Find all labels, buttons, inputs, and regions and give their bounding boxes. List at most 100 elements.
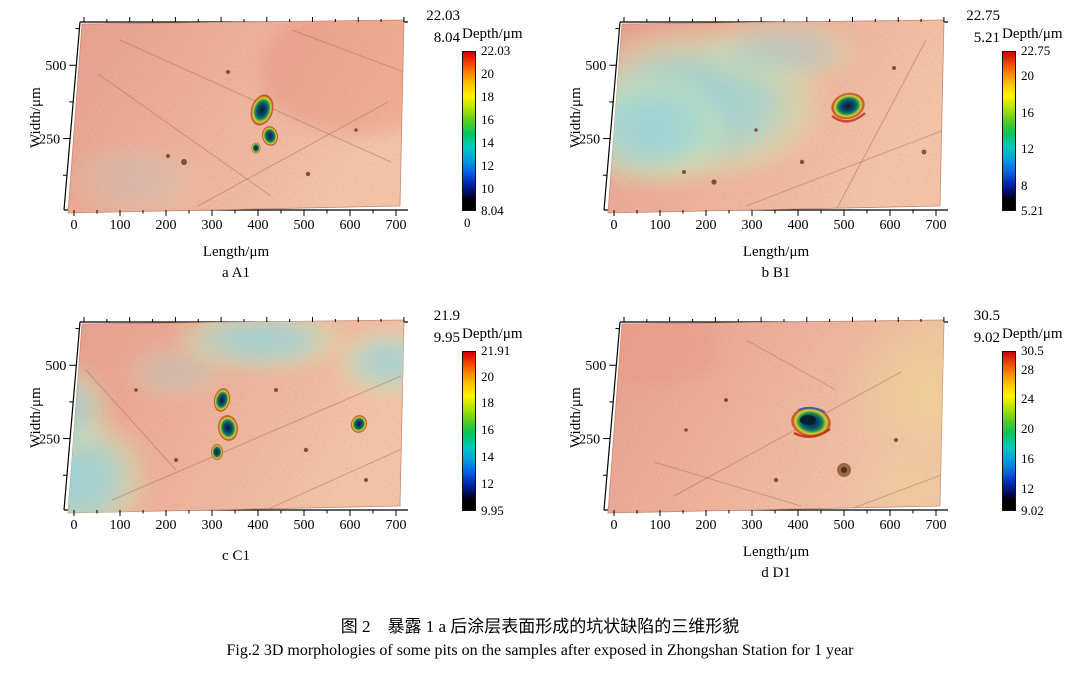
tick-label: 700: [926, 518, 947, 533]
bottom-labels: Length/μm d D1: [596, 544, 956, 582]
colorbar-tick-label: 12: [481, 475, 494, 491]
tick-label: 500: [834, 518, 855, 533]
depth-max-value: 22.03: [426, 8, 460, 24]
colorbar-b: Depth/μm 22.75 20 16 12 8 5.21: [1002, 26, 1073, 218]
colorbar-tick-label: 16: [1021, 451, 1034, 466]
tick-label: 100: [650, 518, 671, 533]
scratch-marks: [85, 369, 404, 511]
colorbar-a: Depth/μm 22.03 20 18 16 14 12 10 8.04 0: [462, 26, 533, 230]
surface-texture-b: [608, 20, 944, 213]
colorbar-tick-labels: 30.5 28 24 20 16 12 9.02: [1021, 343, 1073, 518]
colorbar-tick-label: 30.5: [1021, 343, 1044, 358]
colorbar-tick-label: 22.03: [481, 43, 511, 58]
tick-label: 100: [110, 518, 131, 533]
tick-label: 500: [585, 359, 606, 374]
colorbar-zero-label: 0: [464, 215, 471, 230]
colorbar-gradient: [462, 51, 476, 211]
colorbar-tick-labels: 21.91 20 18 16 14 12 9.95: [481, 343, 533, 518]
plot-area-a: 0 100 200 300 400 500 600 700 500 250: [39, 10, 416, 242]
colorbar-tick-label: 18: [481, 395, 494, 411]
surface-debris: [682, 66, 927, 185]
panel-grid: Width/μm: [0, 4, 1080, 604]
tick-label: 0: [611, 518, 618, 533]
colorbar-gradient: [462, 351, 476, 511]
corrosion-pits: [791, 406, 851, 477]
tick-label: 0: [611, 218, 618, 233]
panel-label: c C1: [222, 548, 250, 564]
tick-label: 0: [71, 518, 78, 533]
tick-label: 100: [110, 218, 131, 233]
caption-chinese: 图 2 暴露 1 a 后涂层表面形成的坑状缺陷的三维形貌: [340, 617, 740, 636]
surface-plot-c: 0 100 200 300 400 500 600 700 500 250: [39, 317, 408, 533]
tick-label: 700: [926, 218, 947, 233]
scratch-marks: [745, 39, 944, 211]
panel-label: d D1: [761, 565, 791, 581]
colorbar-tick-label: 16: [481, 111, 494, 127]
tick-label: 100: [650, 218, 671, 233]
colorbar-tick-label: 20: [1021, 421, 1034, 437]
depth-min-value: 9.02: [973, 329, 1000, 346]
tick-label: 300: [202, 518, 223, 533]
colorbar-tick-label: 5.21: [1021, 203, 1044, 218]
depth-max-value: 21.9: [433, 308, 460, 324]
corrosion-pits: [211, 388, 368, 460]
y-axis-label: Width/μm: [28, 87, 44, 149]
bottom-labels: Length/μm b B1: [596, 244, 956, 282]
surface-plot-d: 0 100 200 300 400 500 600 700 500 250: [579, 317, 948, 533]
colorbar-tick-label: 20: [481, 368, 494, 384]
depth-min-value: 9.95: [433, 329, 460, 346]
panel-label: a A1: [222, 265, 250, 281]
axis-ticks: 0 100 200 300 400 500 600 700 500 250: [39, 17, 407, 233]
colorbar-tick-label: 16: [1021, 104, 1034, 120]
tick-label: 300: [202, 218, 223, 233]
tick-label: 0: [71, 218, 78, 233]
colorbar-tick-labels: 22.03 20 18 16 14 12 10 8.04: [481, 43, 533, 218]
tick-label: 200: [696, 518, 717, 533]
tick-label: 250: [39, 433, 60, 448]
x-axis-label: Length/μm: [742, 544, 810, 560]
surface-debris: [684, 398, 898, 483]
surface-debris: [166, 70, 358, 177]
tick-label: 700: [386, 518, 407, 533]
tick-label: 600: [340, 518, 361, 533]
colorbar-title: Depth/μm: [1002, 326, 1063, 342]
colorbar-tick-label: 12: [1021, 480, 1034, 496]
tick-label: 250: [39, 133, 60, 148]
colorbar-c: Depth/μm 21.91 20 18 16 14 12 9.95: [462, 326, 533, 518]
tick-label: 500: [45, 359, 66, 374]
depth-max-value: 30.5: [973, 308, 1000, 324]
axis-ticks: 0 100 200 300 400 500 600 700 500 250: [579, 17, 947, 233]
tick-label: 250: [579, 433, 600, 448]
plot-area-b: 0 100 200 300 400 500 600 700 500 250: [579, 10, 956, 242]
depth-range-values: 22.03 8.04: [356, 6, 460, 50]
axis-ticks: 0 100 200 300 400 500 600 700 500 250: [579, 317, 947, 533]
colorbar-tick-label: 20: [481, 66, 494, 82]
colorbar-tick-label: 28: [1021, 361, 1034, 377]
depth-min-value: 8.04: [433, 29, 460, 46]
colorbar-tick-label: 9.95: [481, 503, 504, 518]
colorbar-tick-label: 8: [1021, 177, 1028, 193]
depth-range-values: 30.5 9.02: [896, 306, 1000, 350]
surface-plot-b: 0 100 200 300 400 500 600 700 500 250: [579, 17, 948, 233]
tick-label: 300: [742, 518, 763, 533]
colorbar-tick-label: 12: [481, 157, 494, 173]
tick-label: 500: [45, 59, 66, 74]
tick-label: 700: [386, 218, 407, 233]
colorbar-tick-label: 16: [481, 422, 494, 438]
scratch-marks: [653, 339, 944, 511]
tick-label: 200: [156, 218, 177, 233]
colorbar-tick-label: 20: [1021, 68, 1034, 84]
colorbar-title: Depth/μm: [1002, 26, 1063, 42]
tick-label: 600: [880, 518, 901, 533]
depth-max-value: 22.75: [966, 8, 1000, 24]
surface-texture-d: [608, 320, 944, 513]
tick-label: 400: [248, 218, 269, 233]
depth-range-values: 22.75 5.21: [896, 6, 1000, 50]
panel-d: Width/μm: [540, 304, 1080, 604]
colorbar-tick-labels: 22.75 20 16 12 8 5.21: [1021, 43, 1073, 218]
x-axis-label: Length/μm: [202, 244, 270, 260]
surface-plot-a: 0 100 200 300 400 500 600 700 500 250: [39, 17, 408, 233]
tick-label: 400: [788, 518, 809, 533]
corrosion-pits: [831, 92, 866, 123]
corrosion-pits: [250, 94, 279, 154]
